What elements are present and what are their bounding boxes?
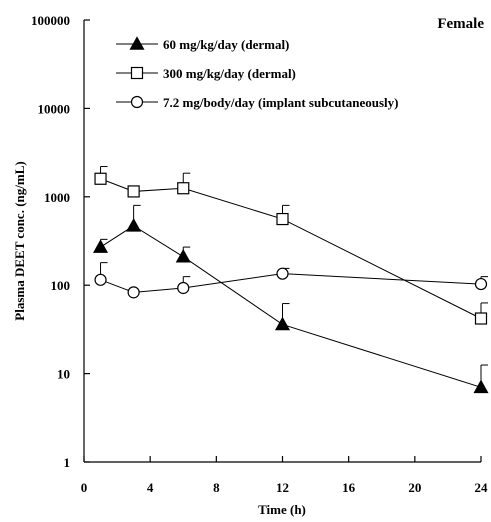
- legend-item: 300 mg/kg/day (dermal): [116, 66, 296, 81]
- series-line: [100, 225, 482, 388]
- y-tick-label: 10: [57, 367, 70, 382]
- data-point: [177, 281, 190, 295]
- panel-label: Female: [437, 16, 484, 32]
- x-tick-label: 0: [81, 480, 88, 495]
- data-point: [474, 312, 488, 325]
- series-line: [100, 178, 482, 319]
- data-point: [94, 172, 107, 185]
- y-axis-ticks: 1 10 100 1000 10000 100000: [31, 13, 90, 470]
- legend-marker: [130, 66, 144, 80]
- series-3: [94, 262, 488, 299]
- y-tick-label: 1000: [44, 190, 70, 205]
- legend-marker: [129, 36, 145, 50]
- y-tick-label: 1: [64, 455, 71, 470]
- data-point: [474, 277, 488, 291]
- legend-marker: [130, 95, 144, 109]
- legend-label: 7.2 mg/body/day (implant subcutaneously): [163, 95, 399, 110]
- series-1: [93, 204, 489, 394]
- data-point: [274, 316, 291, 331]
- x-tick-label: 24: [475, 480, 489, 495]
- x-tick-label: 4: [147, 480, 154, 495]
- plot-axes: [83, 20, 481, 463]
- x-axis-ticks: 0 4 8 12 16 20 24: [81, 456, 488, 495]
- legend: 60 mg/kg/day (dermal) 300 mg/kg/day (derm…: [116, 36, 399, 110]
- data-point: [177, 182, 190, 195]
- y-tick-label: 100: [51, 278, 71, 293]
- data-point: [126, 218, 142, 232]
- data-point: [93, 239, 109, 253]
- y-tick-label: 100000: [31, 13, 70, 28]
- data-point: [94, 273, 107, 286]
- x-tick-label: 16: [342, 480, 356, 495]
- data-point: [127, 286, 140, 299]
- data-point: [473, 379, 489, 394]
- y-tick-label: 10000: [38, 101, 71, 116]
- legend-item: 7.2 mg/body/day (implant subcutaneously): [116, 95, 399, 110]
- data-point: [175, 248, 191, 263]
- y-axis-title: Plasma DEET conc. (ng/mL): [12, 161, 27, 320]
- x-tick-label: 8: [213, 480, 220, 495]
- data-point: [276, 267, 289, 280]
- series-2: [94, 166, 488, 325]
- legend-label: 60 mg/kg/day (dermal): [163, 37, 289, 52]
- data-point: [276, 212, 289, 226]
- x-tick-label: 12: [276, 480, 289, 495]
- data-point: [127, 185, 140, 198]
- legend-label: 300 mg/kg/day (dermal): [163, 66, 296, 81]
- series-layer: [93, 166, 489, 394]
- x-axis-title: Time (h): [258, 502, 306, 517]
- legend-item: 60 mg/kg/day (dermal): [116, 36, 289, 52]
- x-tick-label: 20: [408, 480, 421, 495]
